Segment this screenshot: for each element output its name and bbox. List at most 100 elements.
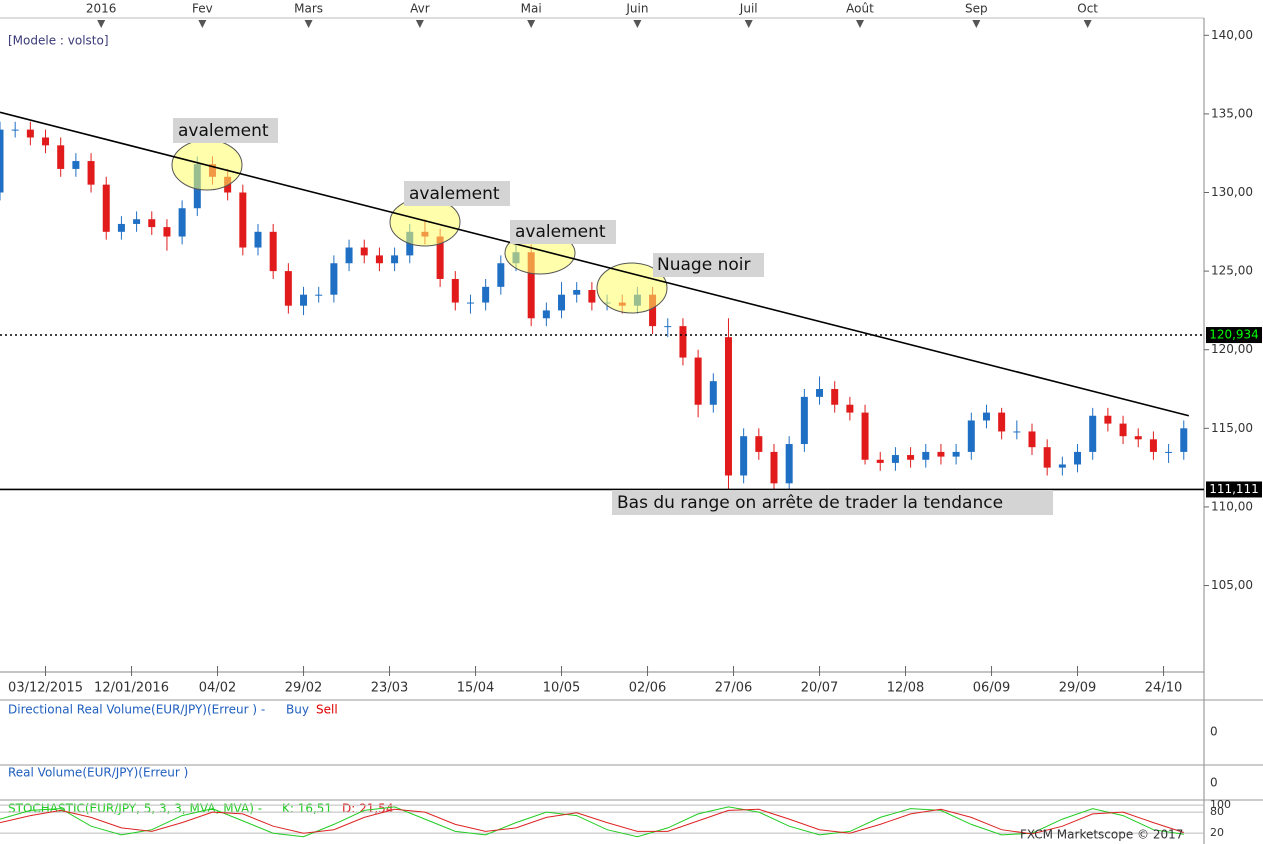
candle-body: [0, 129, 4, 193]
level-label-box: [1206, 327, 1262, 344]
x-tick-label: 15/04: [457, 681, 494, 696]
candle-body: [861, 412, 869, 460]
candle-body: [497, 263, 505, 287]
candle-body: [133, 219, 141, 224]
candle-body: [527, 252, 535, 319]
candle-body: [907, 455, 915, 460]
candle-body: [982, 412, 990, 421]
candle-body: [846, 404, 854, 413]
top-tick-label: Mai: [521, 2, 542, 16]
candle-body: [558, 294, 566, 311]
legend-entry: Sell: [316, 703, 338, 717]
x-tick-label: 02/06: [629, 681, 666, 696]
top-tick-label: Oct: [1077, 2, 1098, 16]
x-tick-label: 29/02: [285, 681, 322, 696]
y-tick-label: 100: [1210, 798, 1231, 811]
candle-body: [451, 278, 459, 303]
candle-body: [11, 129, 19, 131]
candle-body: [375, 255, 383, 264]
candle-body: [740, 436, 748, 476]
x-tick-label: 03/12/2015: [8, 681, 83, 696]
annotation: avalement: [178, 121, 269, 141]
footer: FXCM Marketscope © 2017: [1020, 828, 1183, 842]
candle-body: [284, 271, 292, 306]
candle-body: [148, 219, 156, 228]
legend-entry: K: 16,51: [282, 802, 332, 816]
x-tick-label: 06/09: [973, 681, 1010, 696]
y-tick-label: 0: [1210, 776, 1218, 790]
candle-body: [1149, 439, 1157, 452]
y-tick-label: 120,00: [1211, 342, 1253, 356]
candle-body: [1013, 431, 1021, 433]
x-tick-label: 29/09: [1059, 681, 1096, 696]
top-tick-label: Juil: [739, 2, 758, 16]
top-tick: [415, 20, 424, 28]
candle-body: [345, 247, 353, 264]
y-tick-label: 0: [1210, 725, 1218, 739]
highlight-ellipse: [596, 262, 668, 314]
x-tick-label: 04/02: [199, 681, 236, 696]
candle-body: [1165, 451, 1173, 453]
candle-body: [482, 286, 490, 303]
top-tick: [304, 20, 313, 28]
top-tick-label: Avr: [410, 2, 430, 16]
top-tick: [744, 20, 753, 28]
annotation-box: [612, 490, 1053, 515]
x-tick-label: 20/07: [801, 681, 838, 696]
trend-line: [0, 111, 1190, 417]
stochastic-line: [0, 808, 1184, 835]
y-tick-label: 130,00: [1211, 185, 1253, 199]
candle-body: [724, 337, 732, 476]
candle-body: [1180, 428, 1188, 452]
y-tick-label: 115,00: [1211, 421, 1253, 435]
x-tick-label: 23/03: [371, 681, 408, 696]
level-label: 120,934: [1209, 328, 1259, 342]
x-tick-label: 12/08: [887, 681, 924, 696]
x-tick-label: 12/01/2016: [94, 681, 169, 696]
y-tick-label: 80: [1210, 805, 1224, 818]
y-tick-label: 125,00: [1211, 264, 1253, 278]
annotation: avalement: [409, 184, 500, 204]
candle-body: [26, 129, 34, 138]
annotation-box: [653, 253, 764, 277]
candle-body: [816, 389, 824, 397]
top-tick-label: 2016: [86, 2, 117, 16]
stochastic-line: [0, 806, 1184, 838]
annotation: Bas du range on arrête de trader la tend…: [617, 493, 1003, 513]
top-tick: [1083, 20, 1092, 28]
candle-body: [967, 420, 975, 452]
x-tick-label: 10/05: [543, 681, 580, 696]
y-tick-label: 135,00: [1211, 106, 1253, 120]
candle-body: [649, 294, 657, 327]
top-tick: [527, 20, 536, 28]
top-tick-label: Sep: [965, 2, 988, 16]
y-tick-label: 110,00: [1211, 499, 1253, 513]
candle-body: [1104, 415, 1112, 424]
candle-body: [1089, 415, 1097, 452]
candle-body: [831, 389, 839, 405]
lines: 120,934 111,111: [0, 111, 1262, 498]
candle-body: [1074, 451, 1082, 465]
annotation-box: [510, 220, 616, 244]
indicator-panels: Directional Real Volume(EUR/JPY)(Erreur …: [0, 703, 1231, 842]
candle-body: [330, 263, 338, 295]
candle-body: [922, 451, 930, 460]
model-label: [Modele : volsto]: [8, 34, 109, 48]
candle-body: [269, 231, 277, 272]
annotation: avalement: [515, 222, 606, 242]
candle-body: [785, 444, 793, 484]
top-tick: [97, 20, 106, 28]
candle-body: [876, 459, 884, 463]
legend-entry: D: 21,54: [342, 802, 393, 816]
panel-title: Directional Real Volume(EUR/JPY)(Erreur …: [8, 703, 265, 717]
y-tick-label: 140,00: [1211, 28, 1253, 42]
candle-body: [1134, 436, 1142, 440]
candle-body: [436, 236, 444, 279]
top-tick-label: Fev: [192, 2, 213, 16]
candle-body: [315, 294, 323, 296]
top-tick: [198, 20, 207, 28]
candle-body: [937, 451, 945, 457]
top-tick: [856, 20, 864, 28]
candle-body: [573, 289, 581, 295]
